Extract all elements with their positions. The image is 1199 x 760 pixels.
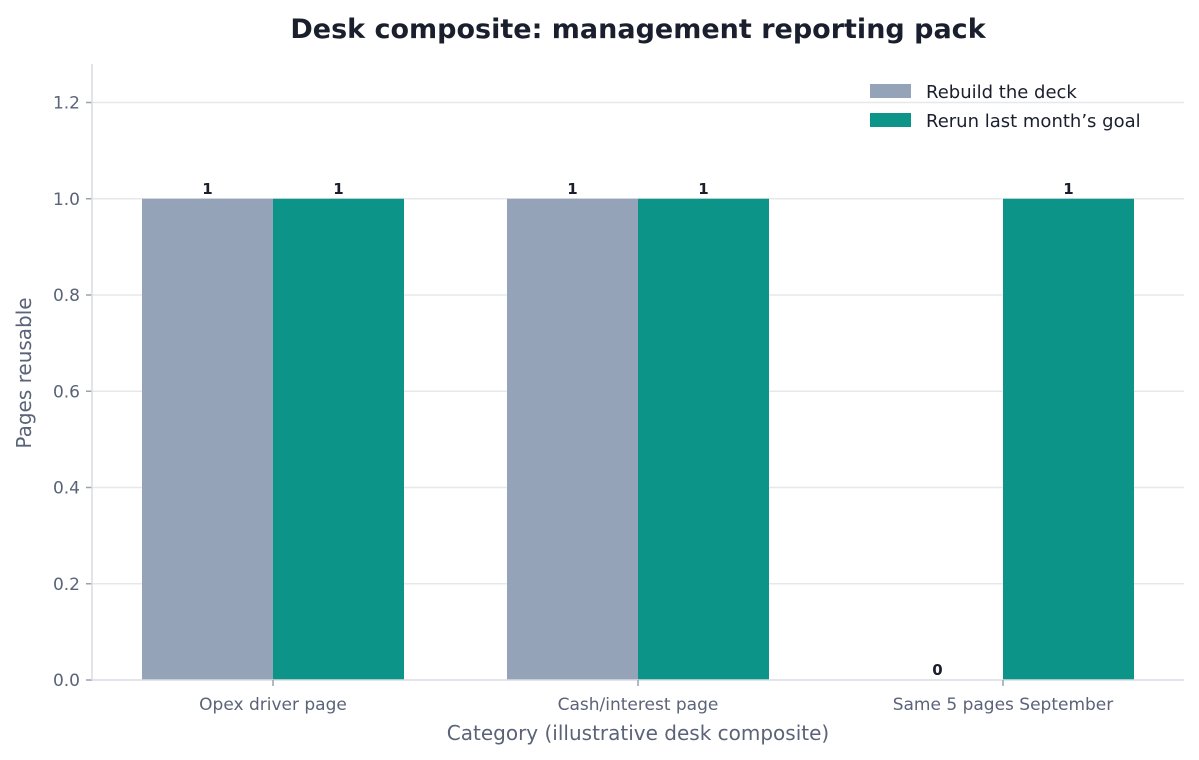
bar-value-label: 0: [932, 661, 942, 679]
y-tick-label: 0.0: [53, 671, 80, 691]
y-tick-label: 0.6: [53, 382, 80, 402]
x-tick-label: Same 5 pages September: [893, 695, 1114, 715]
bar-value-label: 1: [202, 180, 212, 198]
x-axis-label: Category (illustrative desk composite): [447, 721, 829, 745]
bar: [142, 198, 273, 680]
y-tick-label: 1.0: [53, 190, 80, 210]
y-tick-label: 1.2: [53, 94, 80, 114]
bar: [1003, 198, 1134, 680]
y-axis-label: Pages reusable: [12, 297, 36, 448]
bar-value-label: 1: [1063, 180, 1073, 198]
legend-entry: Rebuild the deck: [926, 82, 1077, 103]
bar-value-label: 1: [333, 180, 343, 198]
data-labels: 1 1 1 1 0 1: [202, 180, 1073, 679]
y-tick-label: 0.4: [53, 479, 80, 499]
x-tick-label: Cash/interest page: [558, 695, 719, 715]
bar-value-label: 1: [698, 180, 708, 198]
bar-value-label: 1: [567, 180, 577, 198]
x-tick-label: Opex driver page: [199, 695, 347, 715]
legend: Rebuild the deck Rerun last month’s goal: [870, 82, 1141, 132]
y-tick-label: 0.2: [53, 575, 80, 595]
bar: [638, 198, 769, 680]
bars: [142, 198, 1134, 680]
y-tick-label: 0.8: [53, 286, 80, 306]
chart-title: Desk composite: management reporting pac…: [290, 14, 986, 45]
bar: [273, 198, 404, 680]
legend-entry: Rerun last month’s goal: [926, 111, 1141, 132]
legend-swatch: [870, 84, 911, 98]
axes: 0.0 0.2 0.4 0.6 0.8 1.0 1.2 Opex driver page Cas…: [53, 64, 1184, 715]
bar: [507, 198, 638, 680]
legend-swatch: [870, 113, 911, 127]
